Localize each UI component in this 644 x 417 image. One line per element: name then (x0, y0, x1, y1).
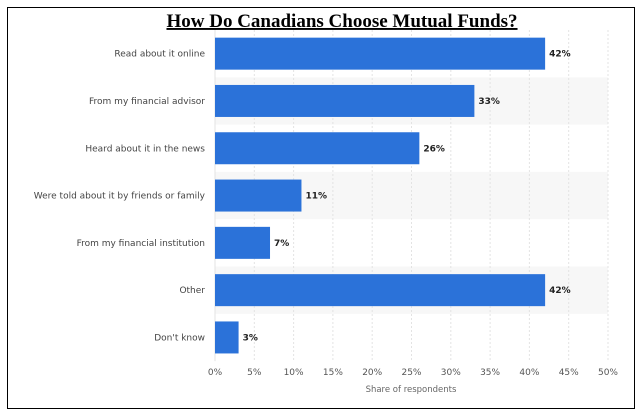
chart-title: How Do Canadians Choose Mutual Funds? (166, 11, 517, 32)
x-tick-label: 50% (598, 368, 618, 378)
x-tick-label: 20% (362, 368, 382, 378)
x-tick-label: 0% (208, 368, 223, 378)
value-label: 42% (549, 50, 571, 60)
category-label: Don't know (154, 333, 205, 343)
bar (215, 274, 546, 307)
value-label: 3% (243, 333, 258, 343)
category-label: Other (179, 286, 205, 296)
bar (215, 226, 271, 259)
x-axis-label: Share of respondents (366, 385, 457, 395)
value-label: 26% (423, 144, 445, 154)
value-label: 7% (274, 239, 289, 249)
x-tick-label: 25% (401, 368, 421, 378)
category-label: Read about it online (114, 50, 205, 60)
category-label: Heard about it in the news (85, 144, 205, 154)
x-tick-label: 45% (559, 368, 579, 378)
x-tick-label: 30% (441, 368, 461, 378)
bar (215, 84, 475, 117)
bar (215, 179, 302, 212)
x-tick-label: 35% (480, 368, 500, 378)
bar (215, 132, 420, 165)
bar (215, 37, 546, 70)
value-label: 11% (305, 192, 327, 202)
x-tick-label: 10% (284, 368, 304, 378)
bar (215, 321, 239, 354)
category-label: Were told about it by friends or family (34, 192, 206, 202)
value-label: 42% (549, 286, 571, 296)
category-label: From my financial institution (77, 239, 205, 249)
category-label: From my financial advisor (89, 97, 205, 107)
value-label: 33% (478, 97, 500, 107)
x-tick-label: 40% (519, 368, 539, 378)
x-tick-label: 15% (323, 368, 343, 378)
x-tick-label: 5% (247, 368, 262, 378)
